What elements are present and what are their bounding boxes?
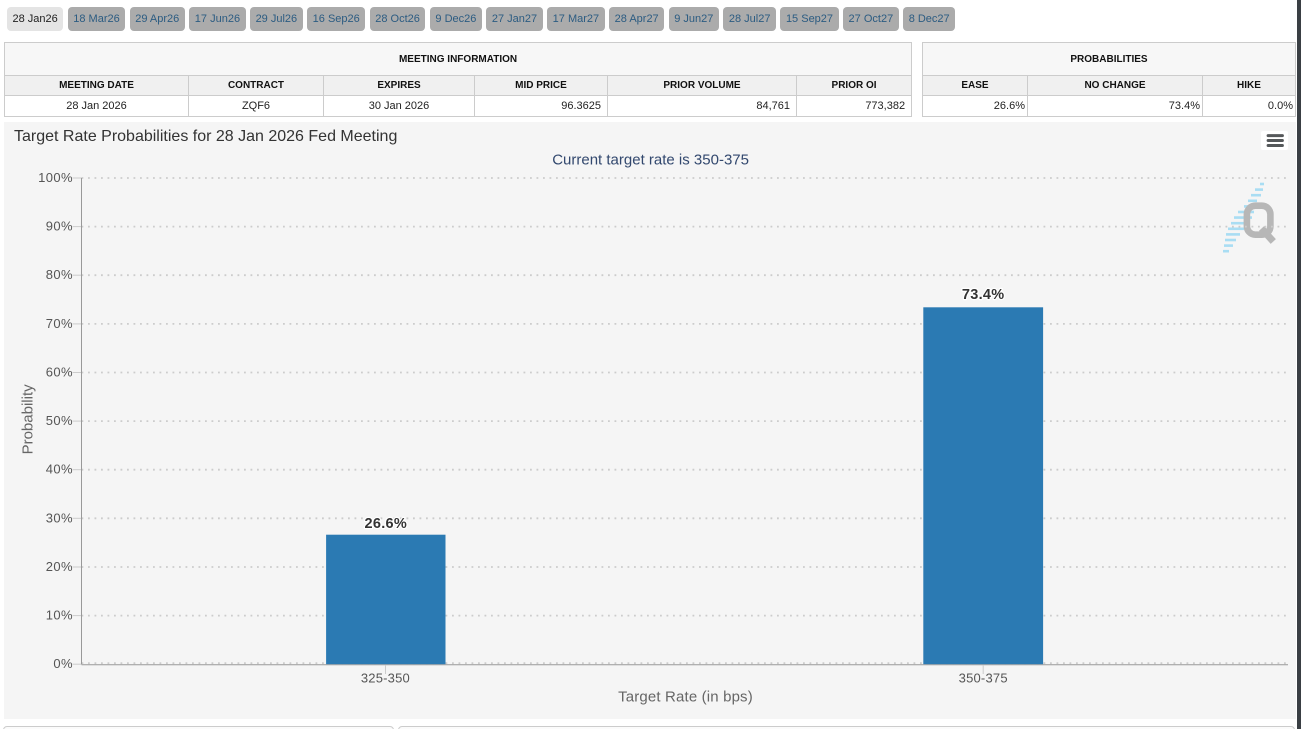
svg-text:Current target rate is 350-375: Current target rate is 350-375 <box>552 152 749 169</box>
svg-text:73.4%: 73.4% <box>962 287 1005 303</box>
svg-text:20%: 20% <box>46 559 73 574</box>
svg-text:10%: 10% <box>46 608 73 623</box>
svg-text:26.6%: 26.6% <box>364 516 407 532</box>
svg-text:Probability: Probability <box>20 384 37 455</box>
svg-text:80%: 80% <box>46 267 73 282</box>
svg-text:30%: 30% <box>46 510 73 525</box>
svg-text:50%: 50% <box>46 413 73 428</box>
svg-text:325-350: 325-350 <box>361 671 410 686</box>
svg-text:350-375: 350-375 <box>959 671 1008 686</box>
svg-text:100%: 100% <box>38 170 73 185</box>
svg-text:Target Rate (in bps): Target Rate (in bps) <box>618 689 753 706</box>
svg-text:0%: 0% <box>53 656 73 671</box>
svg-text:60%: 60% <box>46 365 73 380</box>
svg-text:70%: 70% <box>46 316 73 331</box>
svg-text:40%: 40% <box>46 462 73 477</box>
svg-text:Target Rate Probabilities for: Target Rate Probabilities for 28 Jan 202… <box>14 128 397 145</box>
svg-text:90%: 90% <box>46 219 73 234</box>
